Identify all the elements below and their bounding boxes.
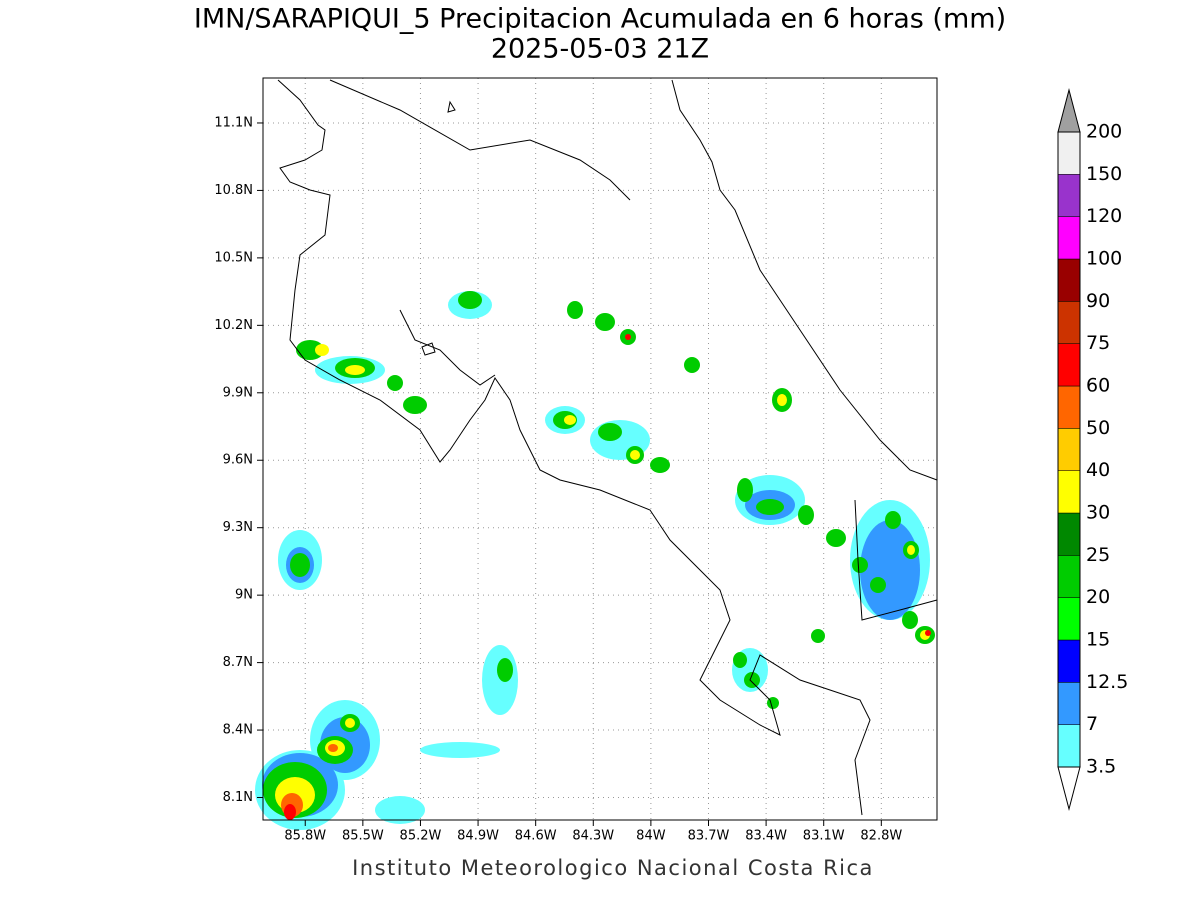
coastline [277,79,938,816]
colorbar-box [1057,555,1081,598]
colorbar-label: 120 [1086,205,1122,227]
lon-tick-label: 83.1W [803,829,845,844]
colorbar-label: 12.5 [1086,671,1128,693]
lon-tick-label: 84W [636,829,666,844]
colorbar-box [1057,470,1081,514]
lat-tick-label: 8.4N [223,723,253,738]
colorbar-box [1057,682,1081,725]
precip-field [255,291,935,830]
lat-tick-label: 11.1N [214,115,253,130]
lat-tick-label: 10.5N [214,250,253,265]
colorbar-label: 90 [1086,290,1110,312]
credit: Instituto Meteorologico Nacional Costa R… [352,856,874,880]
colorbar: 3.5 7 12.5 15 20 25 30 40 50 60 75 90 100 120 150 200 [1057,88,1128,811]
colorbar-label: 200 [1086,121,1122,143]
colorbar-label: 40 [1086,459,1110,481]
colorbar-under [1057,766,1081,811]
colorbar-box [1057,428,1081,471]
lat-tick-label: 9.9N [223,385,253,400]
colorbar-box [1057,639,1081,683]
colorbar-box [1057,131,1081,175]
colorbar-label: 50 [1086,417,1110,439]
map-panel: 8.1N 8.4N 8.7N 9N 9.3N 9.6N 9.9N 10.2N 10.5N 10.8… [214,77,938,844]
colorbar-label: 25 [1086,544,1110,566]
colorbar-box [1057,343,1081,387]
lon-tick-label: 84.9W [457,829,499,844]
colorbar-box [1057,301,1081,344]
lon-tick-label: 83.7W [688,829,730,844]
lat-tick-label: 9.6N [223,453,253,468]
colorbar-label: 75 [1086,332,1110,354]
map-frame [262,77,938,821]
lon-tick-label: 83.4W [745,829,787,844]
colorbar-box [1057,597,1081,641]
colorbar-label: 3.5 [1086,756,1116,778]
title: IMN/SARAPIQUI_5 Precipitacion Acumulada … [194,4,1006,35]
colorbar-label: 7 [1086,713,1098,735]
lat-tick-label: 10.8N [214,183,253,198]
colorbar-box [1057,724,1081,768]
lon-tick-label: 82.8W [860,829,902,844]
lon-tick-label: 84.6W [515,829,557,844]
subtitle: 2025-05-03 21Z [491,34,709,65]
colorbar-over [1057,88,1081,133]
colorbar-frame [1057,131,1081,768]
lat-tick-label: 8.1N [223,790,253,805]
colorbar-label: 30 [1086,502,1110,524]
colorbar-label: 60 [1086,375,1110,397]
colorbar-label: 20 [1086,586,1110,608]
colorbar-label: 150 [1086,163,1122,185]
lon-tick-label: 84.3W [572,829,614,844]
lon-tick-label: 85.5W [342,829,384,844]
lat-tick-label: 9.3N [223,520,253,535]
lon-tick-label: 85.2W [400,829,442,844]
colorbar-label: 15 [1086,629,1110,651]
lat-tick-label: 9N [235,588,253,603]
colorbar-label: 100 [1086,248,1122,270]
colorbar-box [1057,174,1081,217]
colorbar-box [1057,258,1081,302]
colorbar-box [1057,385,1081,429]
lat-tick-label: 8.7N [223,655,253,670]
lat-tick-label: 10.2N [214,318,253,333]
colorbar-box [1057,216,1081,260]
lon-tick-label: 85.8W [284,829,326,844]
colorbar-box [1057,512,1081,556]
